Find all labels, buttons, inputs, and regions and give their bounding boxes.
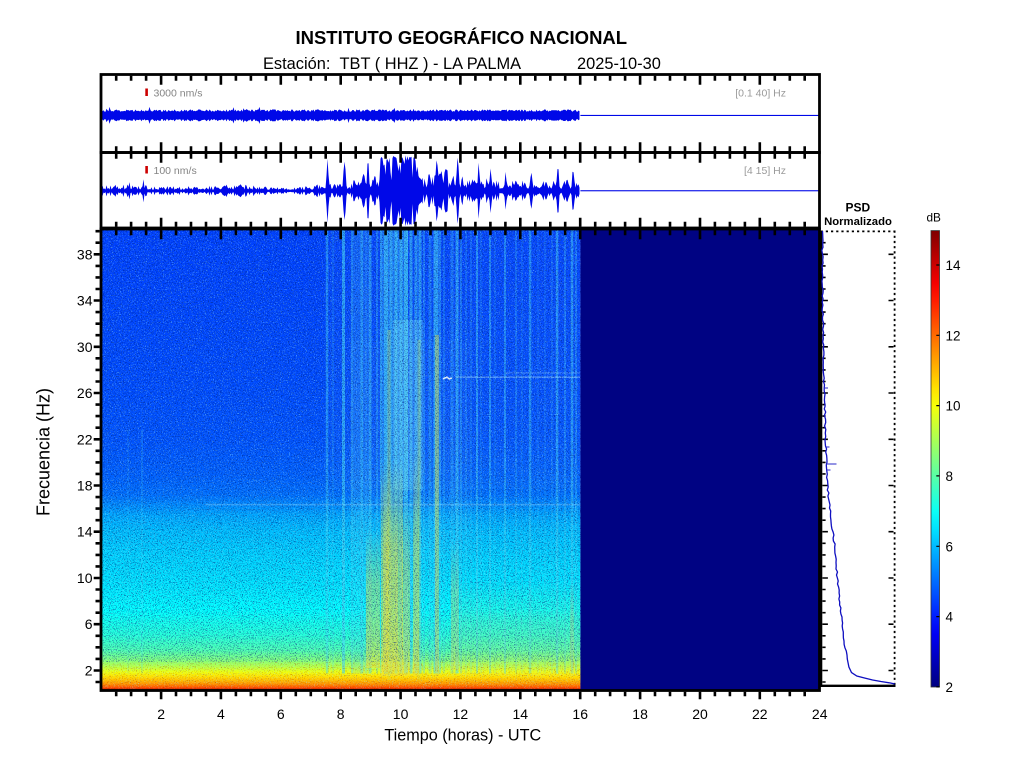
svg-text:Estación: TBT ( HHZ ) - LA PA: Estación: TBT ( HHZ ) - LA PALMA xyxy=(263,55,521,73)
svg-text:[4 15] Hz: [4 15] Hz xyxy=(744,165,786,177)
svg-text:6: 6 xyxy=(85,616,93,632)
svg-text:14: 14 xyxy=(77,524,93,540)
svg-text:2025-10-30: 2025-10-30 xyxy=(577,55,661,73)
svg-text:3000 nm/s: 3000 nm/s xyxy=(154,88,203,100)
svg-text:6: 6 xyxy=(946,539,954,554)
svg-text:30: 30 xyxy=(77,339,93,355)
svg-text:2: 2 xyxy=(946,680,954,695)
svg-text:8: 8 xyxy=(946,469,954,484)
svg-text:22: 22 xyxy=(752,706,768,722)
svg-text:22: 22 xyxy=(77,431,93,447)
svg-text:18: 18 xyxy=(632,706,648,722)
svg-text:Frecuencia (Hz): Frecuencia (Hz) xyxy=(33,388,53,516)
svg-text:34: 34 xyxy=(77,293,93,309)
svg-text:20: 20 xyxy=(692,706,708,722)
svg-text:8: 8 xyxy=(337,706,345,722)
svg-text:4: 4 xyxy=(217,706,225,722)
svg-text:6: 6 xyxy=(277,706,285,722)
svg-text:24: 24 xyxy=(812,706,828,722)
svg-text:2: 2 xyxy=(85,663,93,679)
svg-text:26: 26 xyxy=(77,385,93,401)
svg-text:100 nm/s: 100 nm/s xyxy=(154,165,197,177)
svg-text:12: 12 xyxy=(946,328,961,343)
svg-text:16: 16 xyxy=(572,706,588,722)
svg-text:14: 14 xyxy=(946,258,962,273)
svg-text:38: 38 xyxy=(77,246,93,262)
svg-text:dB: dB xyxy=(927,211,942,225)
svg-text:Normalizado: Normalizado xyxy=(824,216,892,228)
svg-text:[0.1 40] Hz: [0.1 40] Hz xyxy=(735,88,786,100)
svg-text:2: 2 xyxy=(157,706,165,722)
svg-text:4: 4 xyxy=(946,610,954,625)
svg-text:12: 12 xyxy=(453,706,469,722)
svg-text:10: 10 xyxy=(946,399,961,414)
svg-text:10: 10 xyxy=(393,706,409,722)
svg-text:18: 18 xyxy=(77,478,93,494)
svg-text:14: 14 xyxy=(513,706,529,722)
svg-text:Tiempo (horas) - UTC: Tiempo (horas) - UTC xyxy=(384,726,541,744)
svg-text:INSTITUTO GEOGRÁFICO NACIONAL: INSTITUTO GEOGRÁFICO NACIONAL xyxy=(295,27,627,48)
svg-text:10: 10 xyxy=(77,570,93,586)
svg-text:PSD: PSD xyxy=(845,200,870,214)
